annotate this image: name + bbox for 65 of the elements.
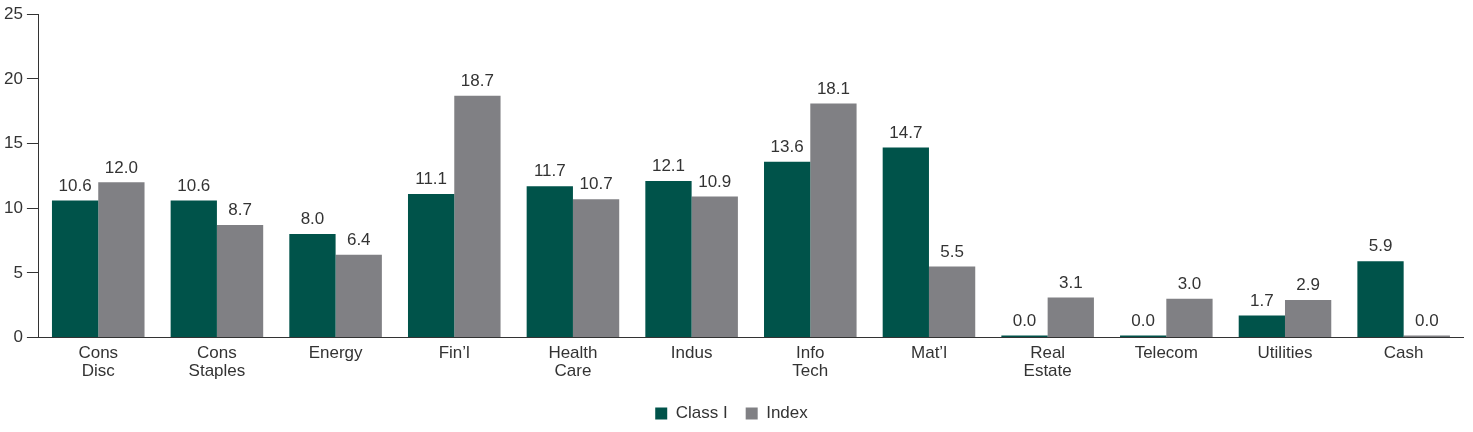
data-label: 12.0 <box>104 157 138 177</box>
x-tick-label: Info Tech <box>792 342 829 381</box>
data-label: 12.1 <box>651 156 686 176</box>
data-label: 10.9 <box>698 171 732 191</box>
data-label: 8.7 <box>228 200 252 220</box>
data-label: 0.0 <box>1012 310 1037 330</box>
bar <box>764 161 811 338</box>
data-label: 5.9 <box>1368 236 1393 256</box>
bar <box>1047 297 1094 338</box>
bar <box>170 200 217 338</box>
data-label: 5.5 <box>940 241 964 261</box>
bar <box>1166 298 1213 338</box>
bar <box>98 182 145 338</box>
x-tick-label: Energy <box>308 342 364 362</box>
x-tick-label: Indus <box>670 342 713 362</box>
data-label: 1.7 <box>1250 290 1274 310</box>
bar <box>1284 300 1332 338</box>
y-tick-label: 25 <box>3 3 23 23</box>
bar <box>335 254 382 338</box>
legend-label: Class I <box>675 403 728 423</box>
data-label: 8.0 <box>300 209 325 229</box>
x-tick-label: Cash <box>1383 342 1424 362</box>
data-label: 2.9 <box>1296 275 1320 295</box>
bar <box>216 225 264 338</box>
data-label: 11.7 <box>533 161 566 181</box>
bar <box>645 181 692 338</box>
bar <box>407 194 455 338</box>
bar <box>882 147 929 338</box>
x-tick-label: Real Estate <box>1023 342 1072 381</box>
data-label: 18.7 <box>460 70 494 90</box>
data-label: 0.0 <box>1414 310 1439 330</box>
bar <box>810 103 857 338</box>
bar <box>572 199 620 338</box>
bar <box>526 186 573 338</box>
x-tick-label: Health Care <box>548 342 598 381</box>
bar <box>1357 261 1404 338</box>
y-tick-label: 0 <box>13 327 23 347</box>
data-label: 13.6 <box>770 136 804 156</box>
y-tick-label: 5 <box>13 262 23 282</box>
x-tick-label: Mat’l <box>911 342 947 362</box>
data-label: 0.0 <box>1131 310 1155 330</box>
bar <box>691 196 738 338</box>
data-label: 3.0 <box>1177 273 1202 293</box>
x-tick-label: Telecom <box>1134 342 1198 362</box>
data-label: 11.1 <box>415 169 448 189</box>
bar <box>454 95 501 338</box>
x-tick-label: Cons Disc <box>78 342 119 381</box>
data-label: 6.4 <box>346 230 371 249</box>
data-label: 18.1 <box>816 78 850 98</box>
x-tick-label: Cons Staples <box>188 342 246 381</box>
bar <box>289 234 336 338</box>
data-label: 14.7 <box>889 122 923 142</box>
data-label: 3.1 <box>1058 272 1083 292</box>
x-tick-label: Fin’l <box>438 342 470 362</box>
data-label: 10.6 <box>177 175 211 195</box>
x-tick-label: Utilities <box>1257 342 1313 362</box>
data-label: 10.7 <box>579 174 613 194</box>
y-tick-label: 10 <box>3 197 23 217</box>
bar <box>51 200 99 338</box>
y-tick-label: 20 <box>3 68 23 88</box>
data-label: 10.6 <box>58 175 92 195</box>
y-tick-label: 15 <box>3 133 23 153</box>
legend-label: Index <box>766 403 809 423</box>
bar <box>1238 315 1285 338</box>
bar <box>928 266 976 338</box>
